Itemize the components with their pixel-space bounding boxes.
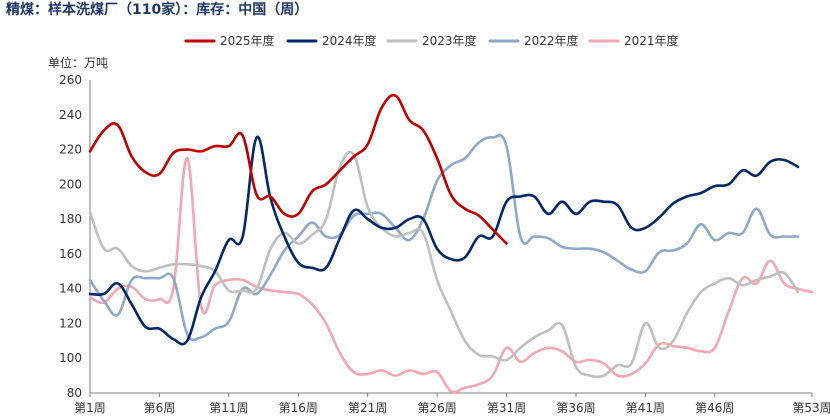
axes: 80 100 120 140 160 180 200 220 240 260 第1周 第6周 第11周 第… — [59, 73, 830, 415]
series-line-2025年度 — [88, 93, 508, 245]
series-line-2023年度 — [88, 150, 800, 379]
y-tick-label: 220 — [59, 143, 82, 157]
y-tick-label: 240 — [59, 108, 82, 122]
y-tick-label: 100 — [59, 351, 82, 365]
y-tick-label: 160 — [59, 247, 82, 261]
legend-label: 2023年度 — [422, 33, 477, 48]
chart-title: 精煤：样本洗煤厂（110家）：库存：中国（周） — [6, 1, 308, 18]
x-tick-label: 第21周 — [348, 401, 387, 415]
x-tick-label: 第36周 — [556, 401, 595, 415]
x-tick-label: 第16周 — [279, 401, 318, 415]
x-tick-label: 第6周 — [144, 401, 176, 415]
y-tick-label: 140 — [59, 282, 82, 296]
x-tick-label: 第11周 — [209, 401, 248, 415]
x-tick-label: 第31周 — [487, 401, 526, 415]
series-line-2022年度 — [88, 133, 800, 342]
x-tick-label: 第53周 — [792, 401, 830, 415]
legend-label: 2025年度 — [220, 33, 275, 48]
plot-lines — [88, 93, 814, 394]
unit-label: 单位：万吨 — [48, 55, 108, 70]
legend: 2025年度 2024年度 2023年度 2022年度 2021年度 — [184, 33, 679, 48]
series-line-2021年度 — [88, 156, 814, 394]
y-tick-label: 200 — [59, 177, 82, 191]
x-tick-label: 第1周 — [74, 401, 106, 415]
x-tick-label: 第41周 — [626, 401, 665, 415]
y-tick-label: 120 — [59, 316, 82, 330]
legend-label: 2024年度 — [322, 33, 377, 48]
legend-label: 2021年度 — [624, 33, 679, 48]
x-tick-label: 第26周 — [417, 401, 456, 415]
legend-label: 2022年度 — [524, 33, 579, 48]
y-tick-label: 80 — [67, 386, 82, 400]
y-tick-label: 260 — [59, 73, 82, 87]
x-tick-label: 第46周 — [695, 401, 734, 415]
series-line-2024年度 — [88, 135, 800, 346]
y-tick-label: 180 — [59, 212, 82, 226]
